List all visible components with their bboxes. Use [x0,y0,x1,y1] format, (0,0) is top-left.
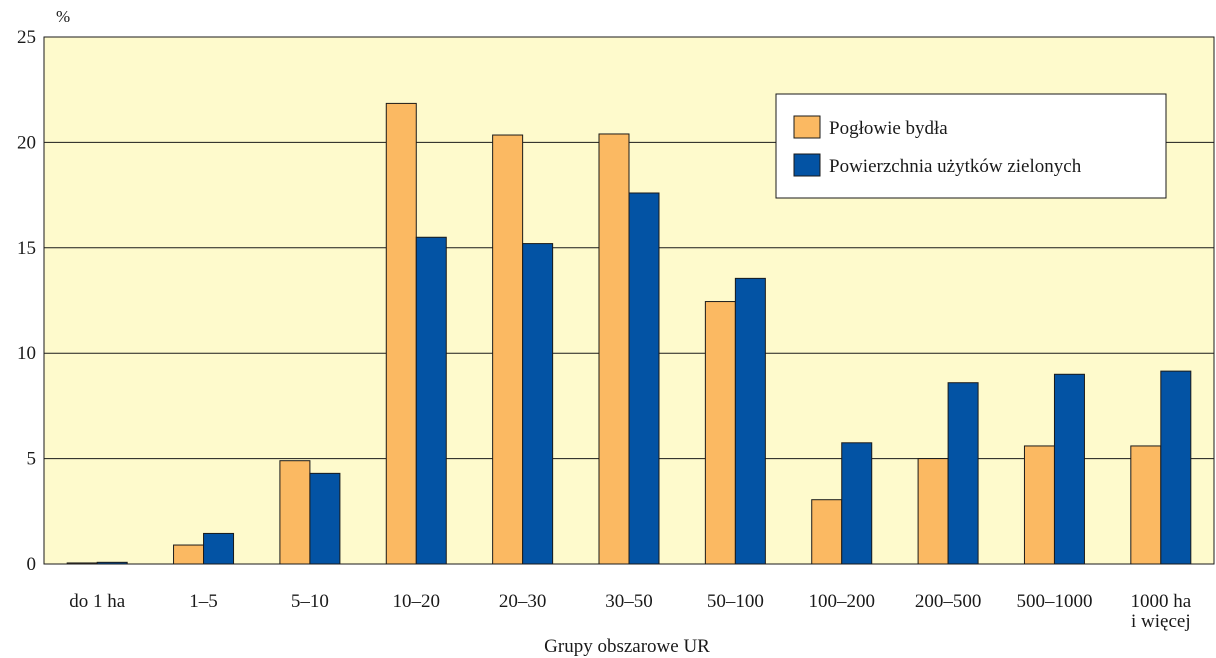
legend-box [775,93,1167,199]
legend: Pogłowie bydła Powierzchnia użytków ziel… [775,93,1167,199]
bar-powierzchnia-użytków-zielonych-2 [309,472,341,565]
x-category-label: 200–500 [915,591,982,612]
y-tick-label: 20 [17,132,36,153]
bar-pogłowie-bydła-8 [917,458,949,565]
y-tick-label: 5 [27,449,37,470]
x-category-label: 5–10 [291,591,329,612]
legend-swatch-powierzchnia-użytków-zielonych [793,153,821,177]
x-category-label: 1–5 [189,591,218,612]
bar-powierzchnia-użytków-zielonych-8 [947,382,979,565]
x-axis-categories: do 1 ha 1–5 5–10 10–20 20–30 30–50 50–100 100–2… [69,591,1192,632]
bar-powierzchnia-użytków-zielonych-7 [841,442,873,565]
bars [66,102,1192,565]
bar-pogłowie-bydła-10 [1130,445,1162,565]
x-category-label-line2: i więcej [1131,611,1191,632]
x-category-label: 100–200 [808,591,875,612]
bar-powierzchnia-użytków-zielonych-3 [415,236,447,565]
x-axis-label: Grupy obszarowe UR [544,636,710,657]
y-tick-label: 25 [17,27,36,48]
bar-pogłowie-bydła-3 [385,102,417,565]
bar-pogłowie-bydła-5 [598,133,630,565]
bar-pogłowie-bydła-7 [811,499,843,565]
bar-pogłowie-bydła-1 [173,544,205,565]
x-category-label: 30–50 [605,591,653,612]
bar-pogłowie-bydła-4 [492,134,524,565]
bar-powierzchnia-użytków-zielonych-6 [734,277,766,565]
x-category-label: 20–30 [499,591,547,612]
bar-powierzchnia-użytków-zielonych-10 [1160,370,1192,565]
legend-label-powierzchnia-użytków-zielonych: Powierzchnia użytków zielonych [829,156,1082,177]
y-tick-label: 15 [17,238,36,259]
y-axis-label: % [56,7,70,26]
bar-pogłowie-bydła-6 [704,301,736,565]
x-category-label: do 1 ha [69,591,126,612]
bar-pogłowie-bydła-2 [279,460,311,565]
legend-label-pogłowie-bydła: Pogłowie bydła [829,118,948,139]
y-tick-label: 10 [17,343,36,364]
x-category-label: 500–1000 [1016,591,1092,612]
bar-powierzchnia-użytków-zielonych-1 [203,532,235,565]
y-axis-ticks: 0 5 10 15 20 25 [17,27,36,575]
y-tick-label: 0 [27,554,37,575]
bar-powierzchnia-użytków-zielonych-5 [628,192,660,565]
plot-frame [43,36,1215,565]
x-category-label: 50–100 [707,591,764,612]
x-category-label: 10–20 [393,591,441,612]
x-category-label: 1000 ha [1130,591,1191,612]
bar-powierzchnia-użytków-zielonych-4 [522,243,554,565]
legend-swatch-pogłowie-bydła [793,115,821,139]
bar-powierzchnia-użytków-zielonych-9 [1053,373,1085,565]
bar-pogłowie-bydła-9 [1023,445,1055,565]
